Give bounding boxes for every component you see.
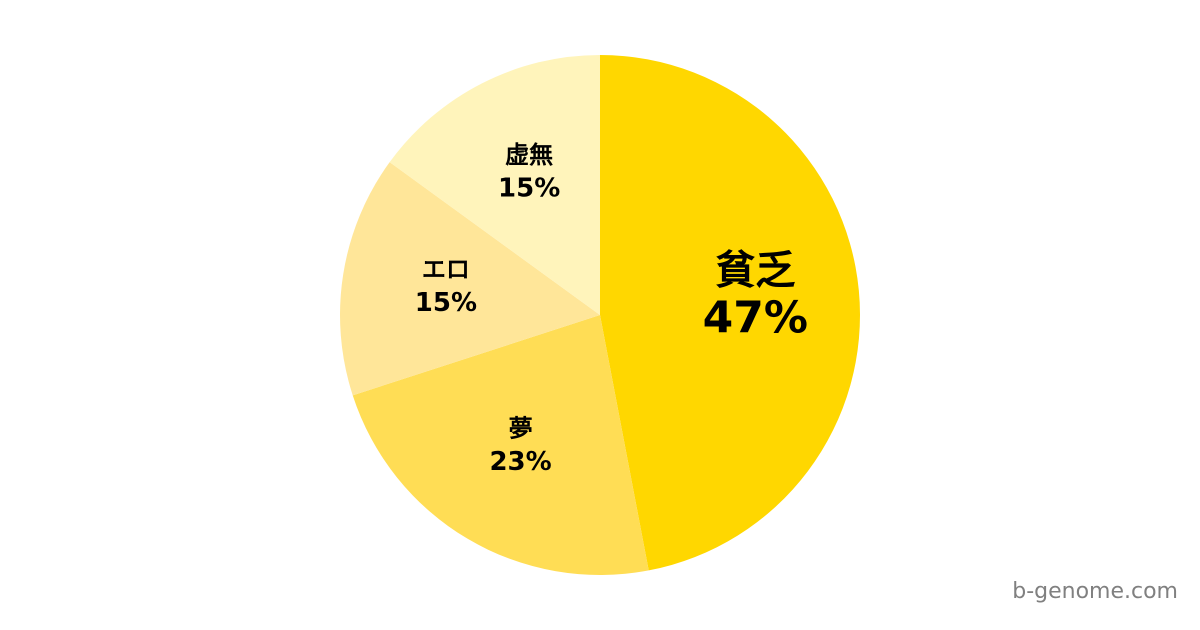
pie-slice <box>352 315 649 575</box>
slice-value-label: 23% <box>489 447 551 477</box>
slice-value-label: 15% <box>415 288 477 318</box>
watermark: b-genome.com <box>1012 579 1178 604</box>
slice-label: 夢 <box>509 414 533 442</box>
slice-label: 虚無 <box>505 141 553 169</box>
pie-slice <box>340 162 600 396</box>
pie-slice <box>600 55 861 571</box>
slice-label: エロ <box>422 256 470 284</box>
pie-slice <box>389 55 600 315</box>
slice-value-label: 15% <box>498 174 560 204</box>
slice-label: 貧乏 <box>715 247 795 293</box>
slice-value-label: 47% <box>703 292 808 343</box>
